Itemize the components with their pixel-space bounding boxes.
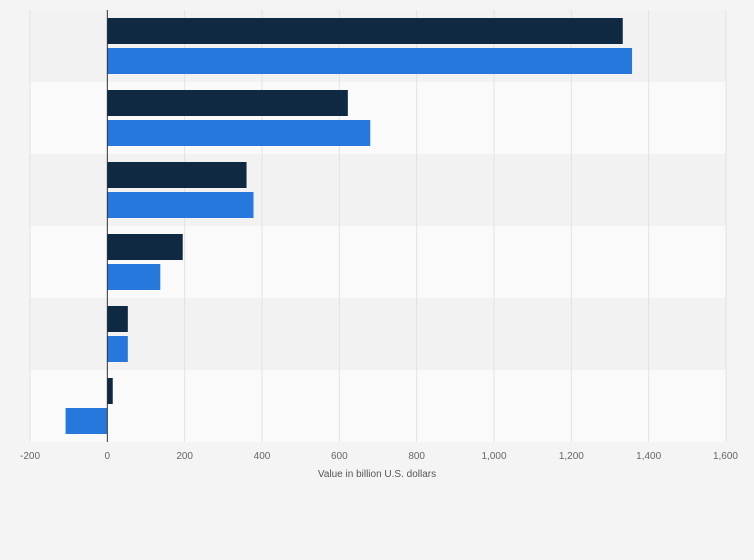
x-tick-label: 600 xyxy=(331,451,348,462)
bar xyxy=(107,234,183,260)
category-band xyxy=(30,370,726,442)
x-tick-label: 1,200 xyxy=(559,451,584,462)
x-tick-label: 200 xyxy=(176,451,193,462)
bar xyxy=(107,264,161,290)
category-bands xyxy=(30,10,726,442)
category-band xyxy=(30,298,726,370)
x-tick-label: 0 xyxy=(105,451,111,462)
x-tick-label: 1,000 xyxy=(481,451,506,462)
x-tick-label: 1,600 xyxy=(713,451,738,462)
x-tick-label: -200 xyxy=(20,451,40,462)
gridlines xyxy=(29,10,727,442)
x-tick-label: 1,400 xyxy=(636,451,661,462)
bar xyxy=(107,378,113,404)
x-axis-title: Value in billion U.S. dollars xyxy=(318,469,436,480)
bar xyxy=(107,306,128,332)
bar xyxy=(107,162,247,188)
bar xyxy=(107,18,623,44)
x-tick-label: 800 xyxy=(408,451,425,462)
x-tick-label: 400 xyxy=(254,451,271,462)
bar xyxy=(107,192,254,218)
bars xyxy=(65,18,633,434)
x-tick-labels: -200 0 200 400 600 800 1,000 1,200 1,400 1,600 xyxy=(20,451,738,462)
bar xyxy=(107,336,128,362)
bar xyxy=(107,90,348,116)
bar xyxy=(107,48,633,74)
bar xyxy=(107,120,371,146)
bar xyxy=(65,408,108,434)
